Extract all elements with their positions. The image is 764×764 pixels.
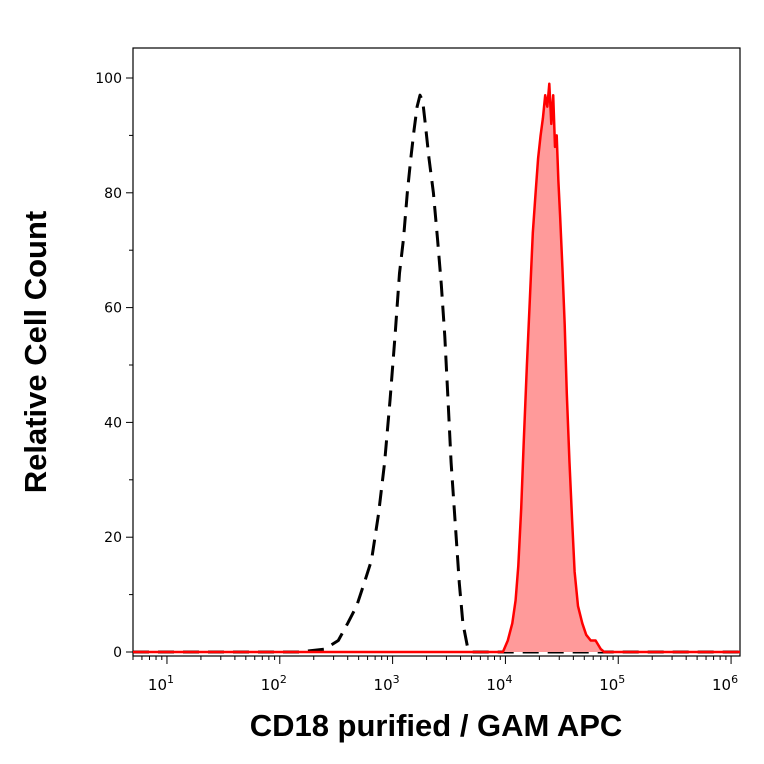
x-tick-label: 106 (712, 673, 738, 694)
y-tick-label: 40 (104, 415, 122, 431)
y-axis: 0 20 40 60 80 100 (95, 71, 133, 661)
y-tick-label: 0 (113, 645, 122, 661)
series-1-line (133, 82, 740, 654)
y-axis-title: Relative Cell Count (18, 211, 53, 494)
x-tick-label: 102 (261, 673, 287, 694)
series-layer (133, 82, 740, 654)
plot-area-frame (132, 47, 741, 657)
y-tick-label: 100 (95, 71, 122, 87)
y-tick-label: 20 (104, 530, 122, 546)
x-tick-label: 101 (148, 673, 174, 694)
x-axis-title: CD18 purified / GAM APC (250, 708, 623, 743)
y-tick-label: 80 (104, 186, 122, 202)
x-tick-label: 105 (599, 673, 625, 694)
x-axis: 101 102 103 104 105 106 (132, 656, 738, 694)
y-tick-label: 60 (104, 301, 122, 317)
x-tick-label: 103 (374, 673, 400, 694)
series-0-line (133, 93, 740, 654)
x-tick-label: 104 (486, 673, 512, 694)
